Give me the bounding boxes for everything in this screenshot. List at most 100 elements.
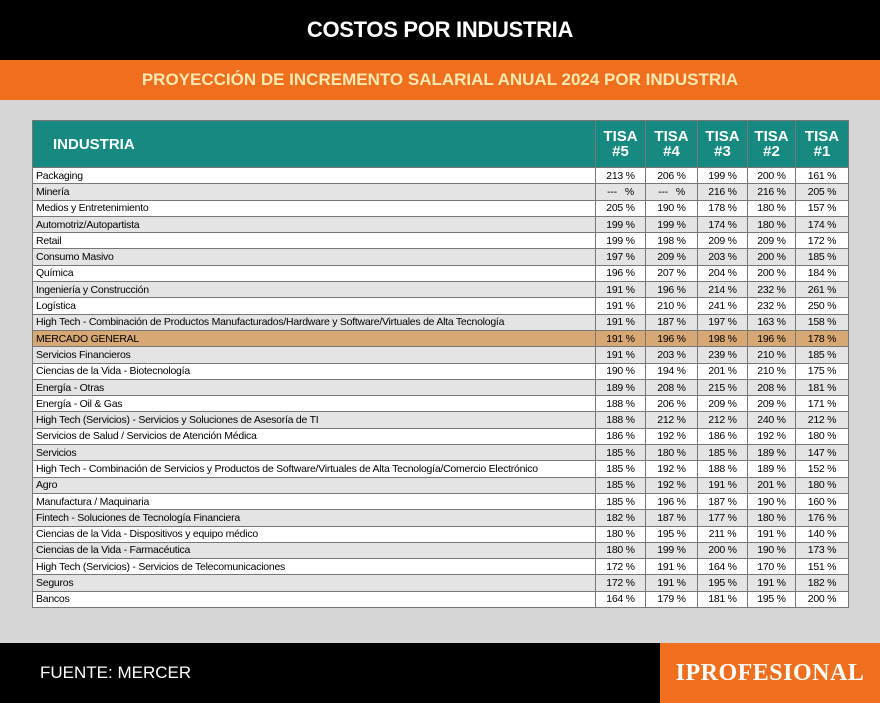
industry-cell: Consumo Masivo (32, 248, 596, 266)
value-cell: 189 % (747, 460, 796, 478)
value-cell: 209 % (697, 232, 748, 250)
value-cell: 196 % (645, 281, 698, 299)
row: Consumo Masivo 197 % 209 % 203 % 200 % 185 % (32, 248, 849, 266)
value-cell: 174 % (795, 215, 849, 234)
value-cell: 185 % (595, 476, 646, 494)
industry-cell: Servicios Financieros (32, 346, 596, 364)
value-cell: 185 % (795, 248, 849, 266)
value-cell: 188 % (697, 460, 748, 478)
value-cell: 216 % (747, 183, 796, 201)
value-cell: 180 % (795, 476, 849, 494)
value-cell: 174 % (697, 215, 748, 234)
value-cell: 215 % (697, 378, 748, 397)
value-cell: 140 % (795, 525, 849, 543)
value-cell: 181 % (697, 590, 748, 609)
industry-cell: Agro (32, 476, 596, 494)
industry-cell: Logística (32, 297, 596, 315)
value-cell: 180 % (747, 215, 796, 234)
value-cell: 158 % (795, 313, 849, 331)
value-cell: 214 % (697, 281, 748, 299)
value-cell: 185 % (595, 444, 646, 462)
industry-cell: Energía - Otras (32, 378, 596, 397)
value-cell: 208 % (747, 378, 796, 397)
value-cell: 191 % (595, 313, 646, 331)
value-cell: 199 % (595, 215, 646, 234)
table: INDUSTRIA TISA #5 TISA #4 TISA #3 TISA #2 TIS… (32, 120, 849, 609)
footer: FUENTE: MERCER IPROFESIONAL (0, 643, 880, 703)
value-cell: 185 % (795, 346, 849, 364)
value-cell: 187 % (697, 492, 748, 511)
column-header: TISA #1 (795, 120, 849, 168)
value-cell: 194 % (645, 362, 698, 380)
value-cell: 187 % (645, 509, 698, 527)
value-cell: 180 % (645, 444, 698, 462)
value-cell: 187 % (645, 313, 698, 331)
value-cell: 196 % (747, 329, 796, 348)
value-cell: 232 % (747, 281, 796, 299)
row: Retail 199 % 198 % 209 % 209 % 172 % (32, 232, 849, 250)
value-cell: 195 % (747, 590, 796, 609)
row: Minería --- % --- % 216 % 216 % 205 % (32, 183, 849, 201)
value-cell: 200 % (795, 590, 849, 609)
row: Servicios Financieros 191 % 203 % 239 % 210 … (32, 346, 849, 364)
value-cell: 250 % (795, 297, 849, 315)
value-cell: 157 % (795, 199, 849, 217)
logo: IPROFESIONAL (660, 643, 880, 703)
value-cell: 185 % (595, 460, 646, 478)
value-cell: 192 % (645, 460, 698, 478)
industry-cell: High Tech - Combinación de Servicios y P… (32, 460, 596, 478)
value-cell: 200 % (697, 541, 748, 560)
value-cell: 196 % (595, 264, 646, 283)
industry-cell: Minería (32, 183, 596, 201)
value-cell: 199 % (645, 215, 698, 234)
row: Packaging 213 % 206 % 199 % 200 % 161 % (32, 166, 849, 185)
row: MERCADO GENERAL 191 % 196 % 198 % 196 % 178 % (32, 329, 849, 348)
row: Automotriz/Autopartista 199 % 199 % 174 % 18… (32, 215, 849, 234)
value-cell: 197 % (697, 313, 748, 331)
value-cell: 203 % (697, 248, 748, 266)
industry-cell: Manufactura / Maquinaria (32, 492, 596, 511)
value-cell: --- % (595, 183, 646, 201)
value-cell: 171 % (795, 395, 849, 413)
column-header: INDUSTRIA (32, 120, 596, 168)
row: Servicios de Salud / Servicios de Atenci… (32, 427, 849, 446)
source: FUENTE: MERCER (40, 663, 192, 682)
industry-cell: Servicios (32, 444, 596, 462)
row: Ciencias de la Vida - Dispositivos y equ… (32, 525, 849, 543)
value-cell: 261 % (795, 281, 849, 299)
header-row: INDUSTRIA TISA #5 TISA #4 TISA #3 TISA #2 TIS… (32, 120, 849, 168)
value-cell: 191 % (747, 574, 796, 592)
row: High Tech (Servicios) - Servicios de Tel… (32, 558, 849, 576)
value-cell: 190 % (747, 541, 796, 560)
industry-cell: Fintech - Soluciones de Tecnología Finan… (32, 509, 596, 527)
value-cell: 182 % (595, 509, 646, 527)
value-cell: 191 % (645, 558, 698, 576)
value-cell: 176 % (795, 509, 849, 527)
value-cell: 205 % (795, 183, 849, 201)
value-cell: 190 % (595, 362, 646, 380)
row: Fintech - Soluciones de Tecnología Finan… (32, 509, 849, 527)
value-cell: 191 % (595, 281, 646, 299)
value-cell: 198 % (645, 232, 698, 250)
industry-cell: Servicios de Salud / Servicios de Atenci… (32, 427, 596, 446)
value-cell: 203 % (645, 346, 698, 364)
value-cell: 172 % (795, 232, 849, 250)
column-header: TISA #4 (645, 120, 698, 168)
industry-cell: Retail (32, 232, 596, 250)
industry-cell: Ciencias de la Vida - Farmacéutica (32, 541, 596, 560)
row: Química 196 % 207 % 204 % 200 % 184 % (32, 264, 849, 283)
value-cell: 198 % (697, 329, 748, 348)
industry-cell: Bancos (32, 590, 596, 609)
column-header: TISA #3 (697, 120, 748, 168)
value-cell: 205 % (595, 199, 646, 217)
row: Ingeniería y Construcción 191 % 196 % 214 %… (32, 281, 849, 299)
value-cell: 210 % (645, 297, 698, 315)
value-cell: 210 % (747, 362, 796, 380)
value-cell: 208 % (645, 378, 698, 397)
value-cell: 191 % (645, 574, 698, 592)
value-cell: 232 % (747, 297, 796, 315)
value-cell: 191 % (595, 346, 646, 364)
row: Ciencias de la Vida - Biotecnología 190 %… (32, 362, 849, 380)
value-cell: 147 % (795, 444, 849, 462)
